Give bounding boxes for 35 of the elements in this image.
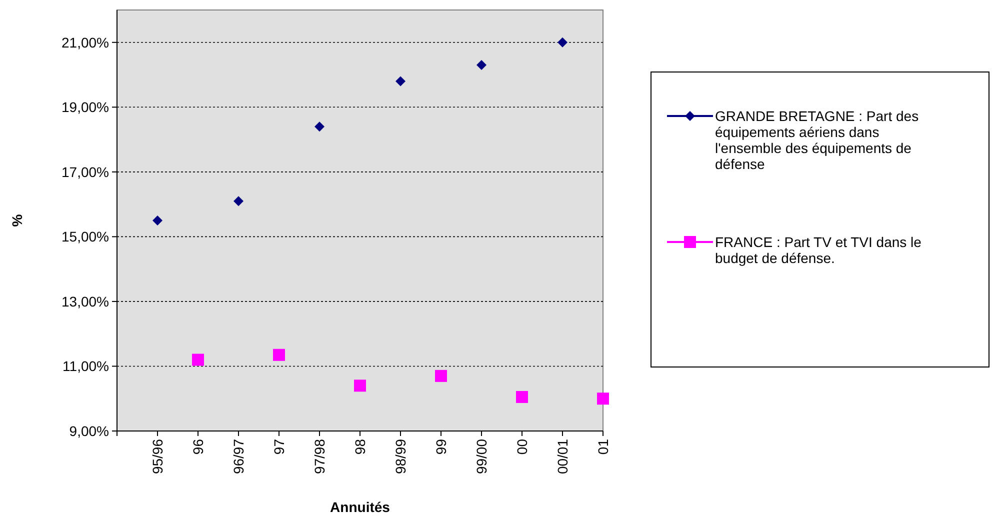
y-axis-title: % bbox=[9, 214, 25, 227]
x-tick-label: 99/00 bbox=[473, 438, 490, 474]
point bbox=[476, 60, 486, 70]
x-tick-label: 99 bbox=[432, 438, 449, 455]
x-tick-label: 00/01 bbox=[554, 438, 570, 474]
point bbox=[516, 390, 528, 403]
y-tick-label: 13,00% bbox=[62, 293, 109, 310]
x-tick-label: 96/97 bbox=[230, 438, 246, 474]
point bbox=[192, 354, 204, 366]
point bbox=[597, 392, 609, 405]
x-tick-label: 97/98 bbox=[311, 438, 328, 474]
x-tick-label: 95/96 bbox=[149, 438, 166, 474]
x-tick-label: 98/99 bbox=[392, 438, 408, 474]
x-tick-label: 96 bbox=[190, 438, 206, 455]
point bbox=[354, 380, 366, 392]
point bbox=[152, 216, 162, 226]
point bbox=[234, 196, 244, 206]
y-tick-label: 11,00% bbox=[62, 358, 109, 374]
y-tick-label: 15,00% bbox=[62, 228, 109, 245]
x-tick-label: 98 bbox=[352, 438, 368, 455]
x-tick-label: 97 bbox=[270, 438, 287, 455]
y-tick-label: 19,00% bbox=[62, 99, 109, 116]
point bbox=[396, 76, 406, 86]
point bbox=[314, 122, 324, 132]
point bbox=[558, 37, 568, 48]
point bbox=[435, 370, 447, 382]
point bbox=[273, 348, 285, 361]
y-tick-label: 9,00% bbox=[69, 422, 109, 439]
y-tick-label: 17,00% bbox=[62, 164, 109, 180]
x-tick-label: 00 bbox=[514, 438, 530, 455]
legend-label: GRANDE BRETAGNE : Part des équipements aériens dans l'ensemble des équipements de défense bbox=[715, 108, 919, 172]
x-tick-label: 01 bbox=[594, 438, 611, 455]
legend-label: FRANCE : Part TV et TVI dans le budget de défense. bbox=[715, 234, 922, 266]
y-tick-label: 21,00% bbox=[62, 34, 109, 50]
x-axis-title: Annuités bbox=[330, 499, 390, 515]
